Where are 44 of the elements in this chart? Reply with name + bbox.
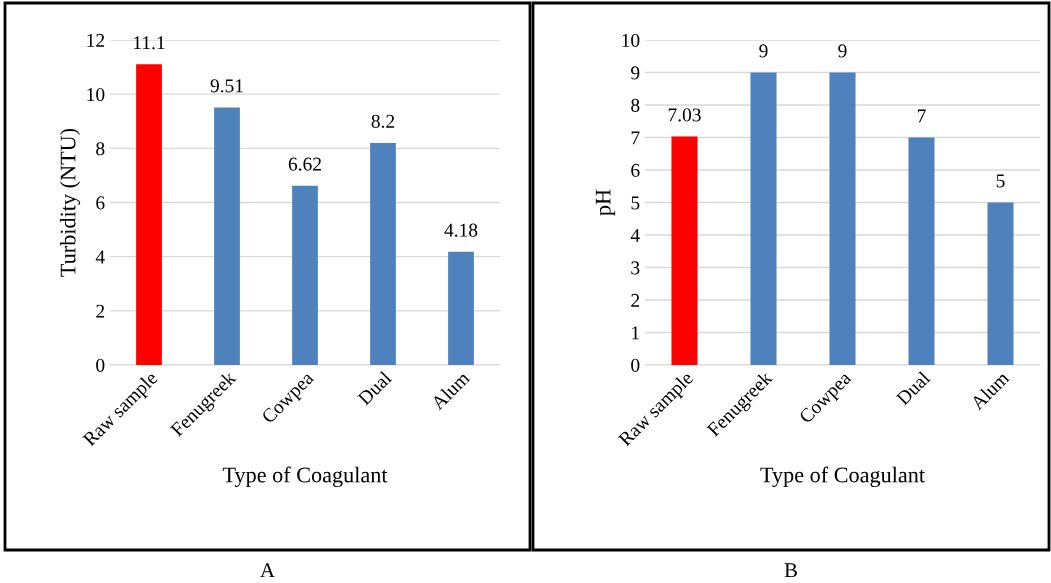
x-axis-title: Type of Coagulant [222, 466, 388, 488]
y-tick-label: 4 [630, 228, 640, 242]
y-tick-label: 2 [631, 293, 640, 307]
bar [448, 251, 474, 365]
y-tick-label: 2 [96, 304, 105, 318]
y-tick-label: 7 [631, 131, 640, 145]
data-label: 7.03 [668, 108, 701, 122]
y-tick-label: 6 [631, 163, 640, 177]
data-label: 5 [996, 174, 1005, 188]
data-label: 6.62 [288, 157, 321, 171]
bar [908, 137, 935, 365]
bar [829, 72, 856, 365]
y-tick-label: 4 [95, 250, 105, 264]
data-label: 9 [759, 44, 768, 58]
y-tick-label: 6 [96, 196, 105, 210]
bar [370, 142, 396, 365]
text: A [260, 563, 275, 578]
y-tick-label: 12 [87, 33, 105, 47]
y-tick-label: 5 [631, 196, 640, 210]
y-tick-label: 0 [96, 358, 105, 372]
y-tick-label: 3 [631, 261, 640, 275]
x-axis-title: Type of Coagulant [760, 466, 925, 488]
bar [671, 136, 698, 365]
bar [214, 107, 240, 365]
data-label: 9.51 [210, 79, 243, 93]
bar [750, 72, 777, 365]
y-tick-label: 10 [622, 33, 640, 47]
y-axis-title: pH [595, 189, 616, 216]
y-tick-label: 9 [631, 66, 640, 80]
text: B [784, 563, 797, 578]
data-label: 8.2 [371, 114, 395, 128]
y-tick-label: 8 [631, 98, 640, 112]
y-axis-title: Turbidity (NTU) [59, 128, 81, 277]
bar [136, 64, 162, 365]
data-label: 7 [917, 109, 926, 123]
data-label: 4.18 [444, 223, 478, 237]
bar [292, 185, 318, 365]
y-tick-label: 8 [96, 142, 105, 156]
y-tick-label: 10 [87, 87, 105, 102]
y-tick-label: 1 [632, 326, 639, 340]
data-label: 11.1 [134, 36, 165, 50]
data-label: 9 [838, 44, 847, 58]
y-tick-label: 0 [631, 358, 640, 372]
bar [987, 202, 1014, 365]
